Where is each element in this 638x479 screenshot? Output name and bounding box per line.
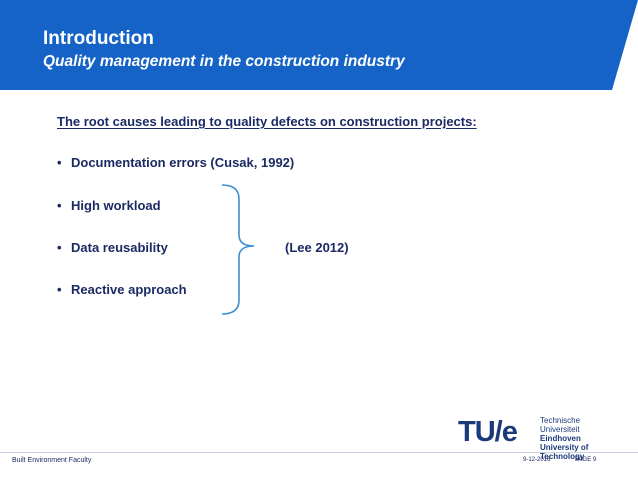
list-item-text: Data reusability [71, 240, 168, 255]
content-heading: The root causes leading to quality defec… [57, 114, 477, 129]
tue-logo: TU/e Technische Universiteit Eindhoven U… [458, 414, 618, 461]
footer-date: 9-12-2016 [523, 457, 551, 463]
footer-divider [0, 452, 638, 453]
right-brace-icon [221, 184, 255, 315]
header-background [0, 0, 638, 90]
bullet-icon: • [57, 198, 62, 213]
logo-line: University of Technology [540, 443, 589, 461]
list-item-text: Documentation errors (Cusak, 1992) [71, 155, 295, 170]
header-band: Introduction Quality management in the c… [0, 0, 638, 90]
slide-subtitle: Quality management in the construction i… [43, 53, 405, 70]
footer-faculty: Built Environment Faculty [12, 457, 92, 464]
logo-line: Technische Universiteit [540, 416, 581, 434]
list-item-text: High workload [71, 198, 161, 213]
logo-text: Technische Universiteit Eindhoven Univer… [540, 416, 618, 461]
slide-title: Introduction [43, 28, 154, 49]
list-item-text: Reactive approach [71, 282, 187, 297]
list-item: • Reactive approach [57, 282, 187, 297]
bullet-icon: • [57, 240, 62, 255]
bullet-icon: • [57, 282, 62, 297]
group-reference: (Lee 2012) [285, 240, 349, 255]
logo-line: Eindhoven [540, 434, 581, 443]
list-item: • Documentation errors (Cusak, 1992) [57, 155, 294, 170]
logo-mark: TU/e [458, 416, 518, 448]
list-item: • High workload [57, 198, 161, 213]
list-item: • Data reusability [57, 240, 168, 255]
bullet-icon: • [57, 155, 62, 170]
footer-page-number: PAGE 9 [575, 457, 597, 463]
